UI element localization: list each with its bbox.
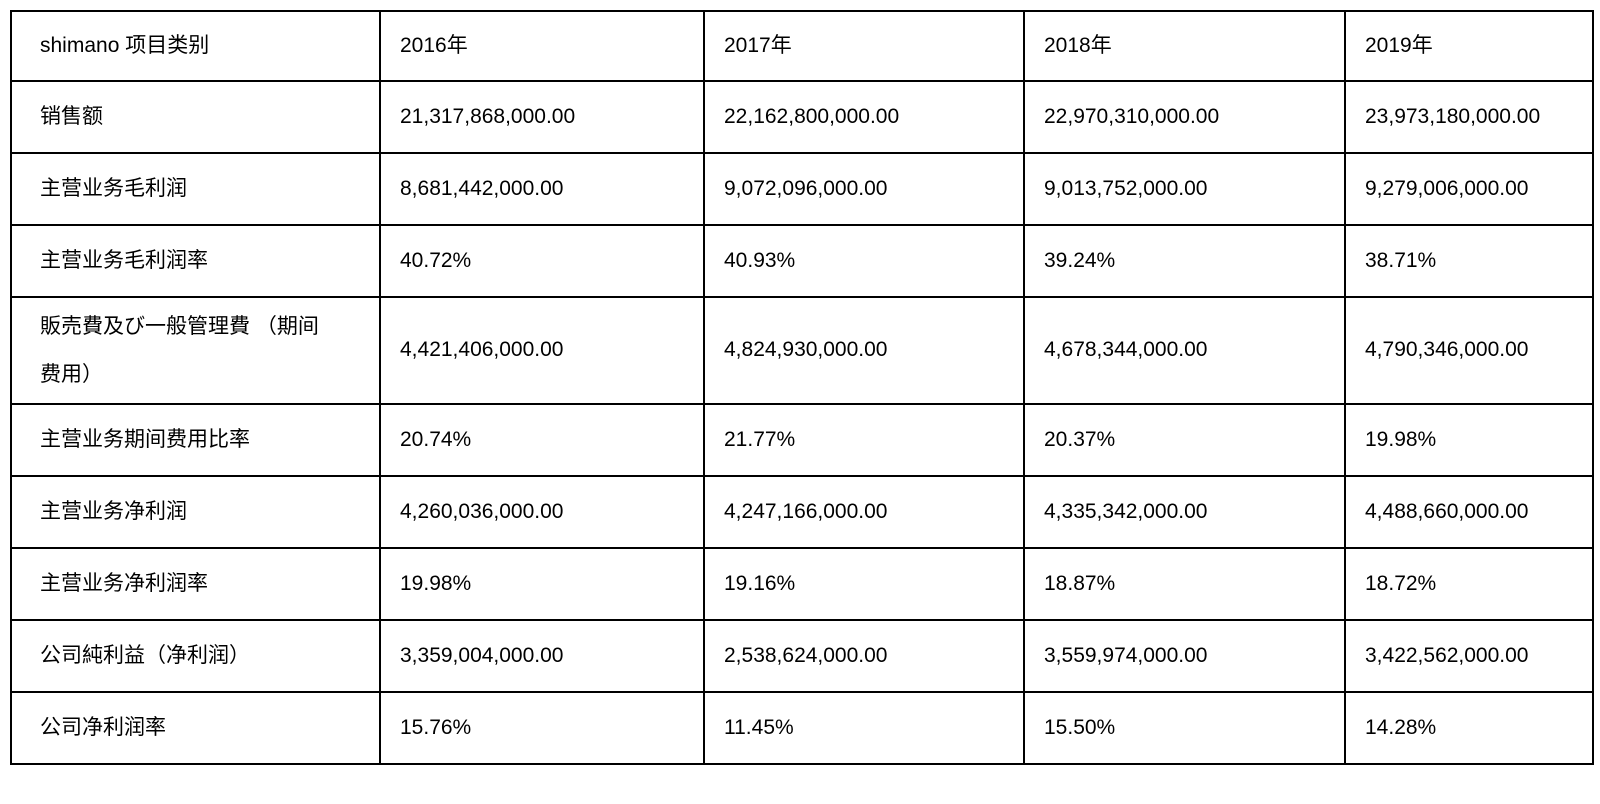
table-row-net-income: 公司純利益（净利润） 3,359,004,000.00 2,538,624,00…: [10, 619, 1594, 693]
row-label: 公司净利润率: [10, 691, 381, 765]
table-cell: 9,072,096,000.00: [703, 152, 1025, 226]
table-cell: 8,681,442,000.00: [379, 152, 705, 226]
table-row-gross-profit: 主营业务毛利润 8,681,442,000.00 9,072,096,000.0…: [10, 152, 1594, 226]
table-cell: 4,260,036,000.00: [379, 475, 705, 549]
table-cell: 38.71%: [1344, 224, 1594, 298]
table-cell: 4,421,406,000.00: [379, 296, 705, 405]
header-cell-2018: 2018年: [1023, 10, 1346, 82]
table-cell: 21,317,868,000.00: [379, 80, 705, 154]
row-label: 公司純利益（净利润）: [10, 619, 381, 693]
table-cell: 4,790,346,000.00: [1344, 296, 1594, 405]
table-row-operating-margin: 主营业务净利润率 19.98% 19.16% 18.87% 18.72%: [10, 547, 1594, 621]
table-cell: 40.93%: [703, 224, 1025, 298]
row-label: 販売費及び一般管理費 （期间费用）: [10, 296, 381, 405]
header-cell-category: shimano 项目类别: [10, 10, 381, 82]
table-cell: 21.77%: [703, 403, 1025, 477]
row-label: 主营业务毛利润: [10, 152, 381, 226]
table-cell: 15.76%: [379, 691, 705, 765]
table-row-sga-expense: 販売費及び一般管理費 （期间费用） 4,421,406,000.00 4,824…: [10, 296, 1594, 405]
table-cell: 4,488,660,000.00: [1344, 475, 1594, 549]
table-cell: 15.50%: [1023, 691, 1346, 765]
table-cell: 18.72%: [1344, 547, 1594, 621]
table-cell: 4,335,342,000.00: [1023, 475, 1346, 549]
table-cell: 39.24%: [1023, 224, 1346, 298]
table-cell: 4,678,344,000.00: [1023, 296, 1346, 405]
table-cell: 19.98%: [1344, 403, 1594, 477]
table-cell: 18.87%: [1023, 547, 1346, 621]
table-cell: 9,013,752,000.00: [1023, 152, 1346, 226]
table-cell: 2,538,624,000.00: [703, 619, 1025, 693]
table-cell: 9,279,006,000.00: [1344, 152, 1594, 226]
row-label: 主营业务净利润率: [10, 547, 381, 621]
table-cell: 3,559,974,000.00: [1023, 619, 1346, 693]
header-cell-2019: 2019年: [1344, 10, 1594, 82]
table-cell: 22,162,800,000.00: [703, 80, 1025, 154]
table-cell: 23,973,180,000.00: [1344, 80, 1594, 154]
table-cell: 11.45%: [703, 691, 1025, 765]
row-label: 主营业务期间费用比率: [10, 403, 381, 477]
table-cell: 3,359,004,000.00: [379, 619, 705, 693]
header-cell-2016: 2016年: [379, 10, 705, 82]
table-cell: 40.72%: [379, 224, 705, 298]
row-label: 销售额: [10, 80, 381, 154]
table-cell: 19.98%: [379, 547, 705, 621]
table-cell: 4,824,930,000.00: [703, 296, 1025, 405]
row-label: 主营业务净利润: [10, 475, 381, 549]
table-cell: 4,247,166,000.00: [703, 475, 1025, 549]
table-row-gross-margin: 主营业务毛利润率 40.72% 40.93% 39.24% 38.71%: [10, 224, 1594, 298]
shimano-financial-table: shimano 项目类别 2016年 2017年 2018年 2019年 销售额…: [10, 10, 1594, 765]
header-cell-2017: 2017年: [703, 10, 1025, 82]
table-cell: 20.74%: [379, 403, 705, 477]
table-row-sales: 销售额 21,317,868,000.00 22,162,800,000.00 …: [10, 80, 1594, 154]
header-row: shimano 项目类别 2016年 2017年 2018年 2019年: [10, 10, 1594, 82]
table-cell: 20.37%: [1023, 403, 1346, 477]
table-row-expense-ratio: 主营业务期间费用比率 20.74% 21.77% 20.37% 19.98%: [10, 403, 1594, 477]
table-row-operating-profit: 主营业务净利润 4,260,036,000.00 4,247,166,000.0…: [10, 475, 1594, 549]
table-cell: 14.28%: [1344, 691, 1594, 765]
table-row-net-margin: 公司净利润率 15.76% 11.45% 15.50% 14.28%: [10, 691, 1594, 765]
table-cell: 3,422,562,000.00: [1344, 619, 1594, 693]
table-cell: 19.16%: [703, 547, 1025, 621]
row-label: 主营业务毛利润率: [10, 224, 381, 298]
table-cell: 22,970,310,000.00: [1023, 80, 1346, 154]
